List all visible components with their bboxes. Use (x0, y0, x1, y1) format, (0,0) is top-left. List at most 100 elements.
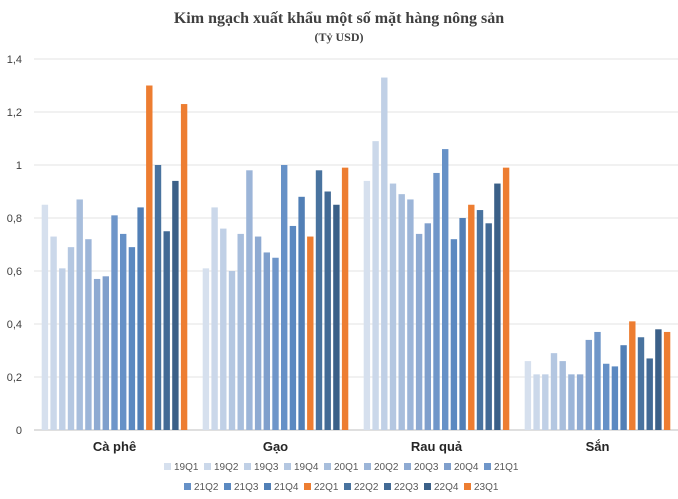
bar-20q4 (102, 276, 109, 430)
bar-19q4 (550, 353, 558, 430)
chart-title: Kim ngạch xuất khẩu một số mặt hàng nông… (174, 10, 504, 27)
bar-19q4 (389, 183, 397, 430)
bar-19q3 (59, 268, 66, 430)
x-category-label: Gạo (263, 439, 288, 454)
bar-21q3 (450, 239, 458, 430)
legend-swatch (424, 483, 431, 490)
bar-19q1 (202, 268, 210, 430)
bar-22q4 (333, 204, 340, 430)
bar-20q1 (237, 233, 244, 430)
bars (41, 77, 671, 431)
legend-label: 23Q1 (474, 482, 499, 493)
bar-19q2 (533, 374, 540, 430)
x-category-label: Cà phê (93, 439, 136, 454)
bar-21q2 (603, 363, 610, 430)
y-tick-label: 0,2 (7, 372, 22, 384)
legend-swatch (204, 463, 211, 470)
bar-20q4 (263, 252, 270, 430)
bar-23q1 (663, 331, 671, 430)
x-category-label: Sắn (586, 439, 610, 454)
bar-21q3 (128, 247, 136, 430)
legend-label: 19Q4 (294, 462, 319, 473)
bar-19q2 (50, 236, 57, 430)
legend-label: 22Q2 (354, 482, 379, 493)
y-tick-label: 0 (16, 425, 22, 437)
legend-swatch (164, 463, 171, 470)
legend-label: 21Q1 (494, 462, 519, 473)
bar-19q4 (228, 271, 236, 430)
bar-22q3 (324, 191, 331, 430)
legend-label: 22Q4 (434, 482, 459, 493)
bar-22q2 (637, 337, 645, 430)
legend-swatch (284, 463, 291, 470)
bar-23q1 (341, 167, 349, 430)
bar-20q4 (424, 223, 431, 430)
legend-label: 22Q1 (314, 482, 339, 493)
legend-swatch (224, 483, 231, 490)
y-tick-label: 0,6 (7, 266, 22, 278)
legend-label: 20Q1 (334, 462, 359, 473)
x-axis: Cà phê Gạo Rau quả Sắn (93, 439, 610, 454)
bar-21q4 (459, 218, 466, 430)
y-tick-label: 0,8 (7, 213, 22, 225)
bar-21q2 (442, 149, 449, 430)
bar-20q1 (559, 361, 566, 430)
legend-label: 19Q2 (214, 462, 239, 473)
legend-label: 21Q2 (194, 482, 219, 493)
bar-23q1 (502, 167, 510, 430)
y-tick-label: 0,4 (7, 319, 22, 331)
legend-swatch (484, 463, 491, 470)
bar-22q4 (494, 183, 501, 430)
bar-20q3 (415, 233, 423, 430)
legend-swatch (464, 483, 471, 490)
bar-21q4 (298, 196, 305, 430)
bar-19q3 (381, 77, 388, 431)
y-tick-label: 1,4 (7, 54, 22, 66)
bar-22q1 (146, 85, 153, 430)
bar-20q2 (568, 374, 575, 430)
bar-23q1 (180, 104, 188, 431)
bar-19q1 (524, 361, 532, 430)
bar-22q2 (315, 170, 323, 431)
y-axis: 0 0,2 0,4 0,6 0,8 1 1,2 1,4 (7, 54, 22, 437)
bar-22q3 (485, 223, 492, 430)
legend-swatch (384, 483, 391, 490)
bar-20q2 (85, 239, 92, 430)
bar-21q4 (137, 207, 144, 430)
legend-label: 19Q3 (254, 462, 279, 473)
bar-20q2 (407, 199, 414, 430)
legend-swatch (264, 483, 271, 490)
bar-19q3 (220, 228, 227, 430)
bar-21q2 (120, 233, 127, 430)
bar-19q2 (211, 207, 218, 430)
legend-swatch (184, 483, 191, 490)
legend-swatch (324, 463, 331, 470)
legend-label: 20Q3 (414, 462, 439, 473)
bar-20q2 (246, 170, 253, 431)
bar-22q3 (646, 358, 653, 430)
legend-swatch (244, 463, 251, 470)
bar-21q3 (611, 366, 619, 430)
legend-label: 20Q2 (374, 462, 399, 473)
bar-20q3 (254, 236, 262, 430)
bar-22q4 (172, 180, 179, 430)
legend-swatch (404, 463, 411, 470)
bar-21q3 (289, 225, 297, 430)
legend-swatch (304, 483, 311, 490)
legend-label: 19Q1 (174, 462, 199, 473)
y-tick-label: 1 (16, 160, 22, 172)
bar-20q1 (76, 199, 83, 430)
legend-label: 21Q3 (234, 482, 259, 493)
bar-19q4 (67, 247, 75, 430)
legend-swatch (364, 463, 371, 470)
bar-19q1 (41, 204, 49, 430)
bar-20q4 (585, 339, 592, 430)
bar-22q1 (468, 204, 475, 430)
legend-swatch (444, 463, 451, 470)
bar-22q2 (476, 210, 484, 430)
bar-22q4 (655, 329, 662, 430)
bar-22q1 (629, 321, 636, 430)
bar-19q2 (372, 141, 379, 430)
bar-22q2 (154, 165, 162, 430)
